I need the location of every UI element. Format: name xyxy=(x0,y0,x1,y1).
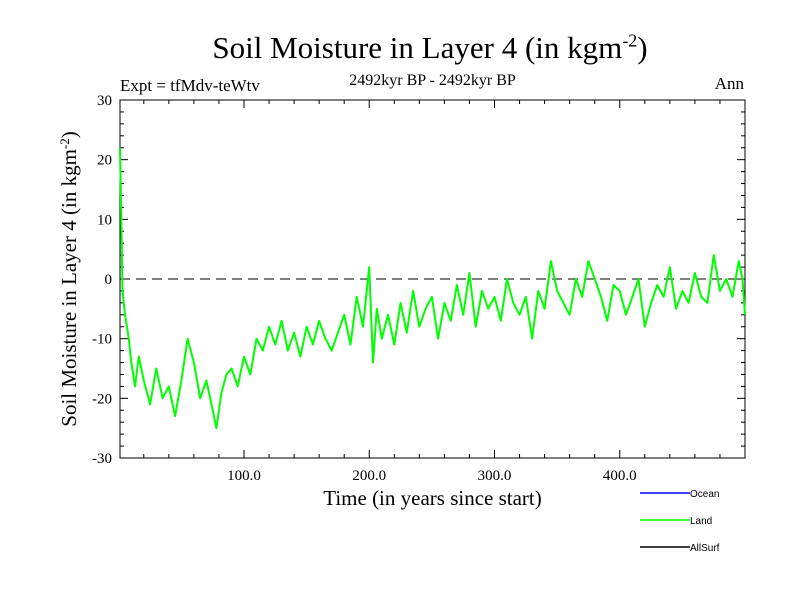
series-line-land xyxy=(119,147,746,430)
experiment-label: Expt = tfMdv-teWtv xyxy=(120,76,260,95)
y-axis-label-text: Soil Moisture in Layer 4 (in kgm xyxy=(57,149,81,427)
x-tick-label: 300.0 xyxy=(478,468,512,484)
legend-label-land: Land xyxy=(690,516,712,527)
x-tick-label: 400.0 xyxy=(603,468,637,484)
y-tick-label: -10 xyxy=(92,332,112,348)
y-tick-label: -20 xyxy=(92,391,112,407)
legend-label-allsurf: AllSurf xyxy=(690,543,720,554)
legend: Ocean Land AllSurf xyxy=(640,489,720,554)
y-tick-label: 10 xyxy=(97,212,112,228)
chart-title-text: Soil Moisture in Layer 4 (in kgm xyxy=(212,30,623,65)
y-axis-label-close: ) xyxy=(57,131,81,138)
legend-label-ocean: Ocean xyxy=(690,489,719,500)
chart-title-superscript: -2 xyxy=(622,30,638,51)
x-tick-label: 100.0 xyxy=(227,468,261,484)
x-axis-label: Time (in years since start) xyxy=(323,486,542,510)
y-tick-label: -30 xyxy=(92,451,112,467)
period-label: Ann xyxy=(714,74,744,93)
y-tick-label: 30 xyxy=(97,93,112,109)
chart-title: Soil Moisture in Layer 4 (in kgm-2) xyxy=(0,30,800,66)
y-axis-label-superscript: -2 xyxy=(57,138,72,149)
chart-subtitle: 2492kyr BP - 2492kyr BP xyxy=(349,72,516,89)
x-tick-label: 200.0 xyxy=(352,468,386,484)
y-tick-label: 20 xyxy=(97,153,112,169)
y-tick-label: 0 xyxy=(105,272,113,288)
y-axis-label: Soil Moisture in Layer 4 (in kgm-2) xyxy=(57,131,81,426)
plot-area: -30 -20 -10 0 10 20 30 100.0 200.0 300.0 400.0 xyxy=(92,93,746,484)
chart-title-close: ) xyxy=(637,30,648,65)
